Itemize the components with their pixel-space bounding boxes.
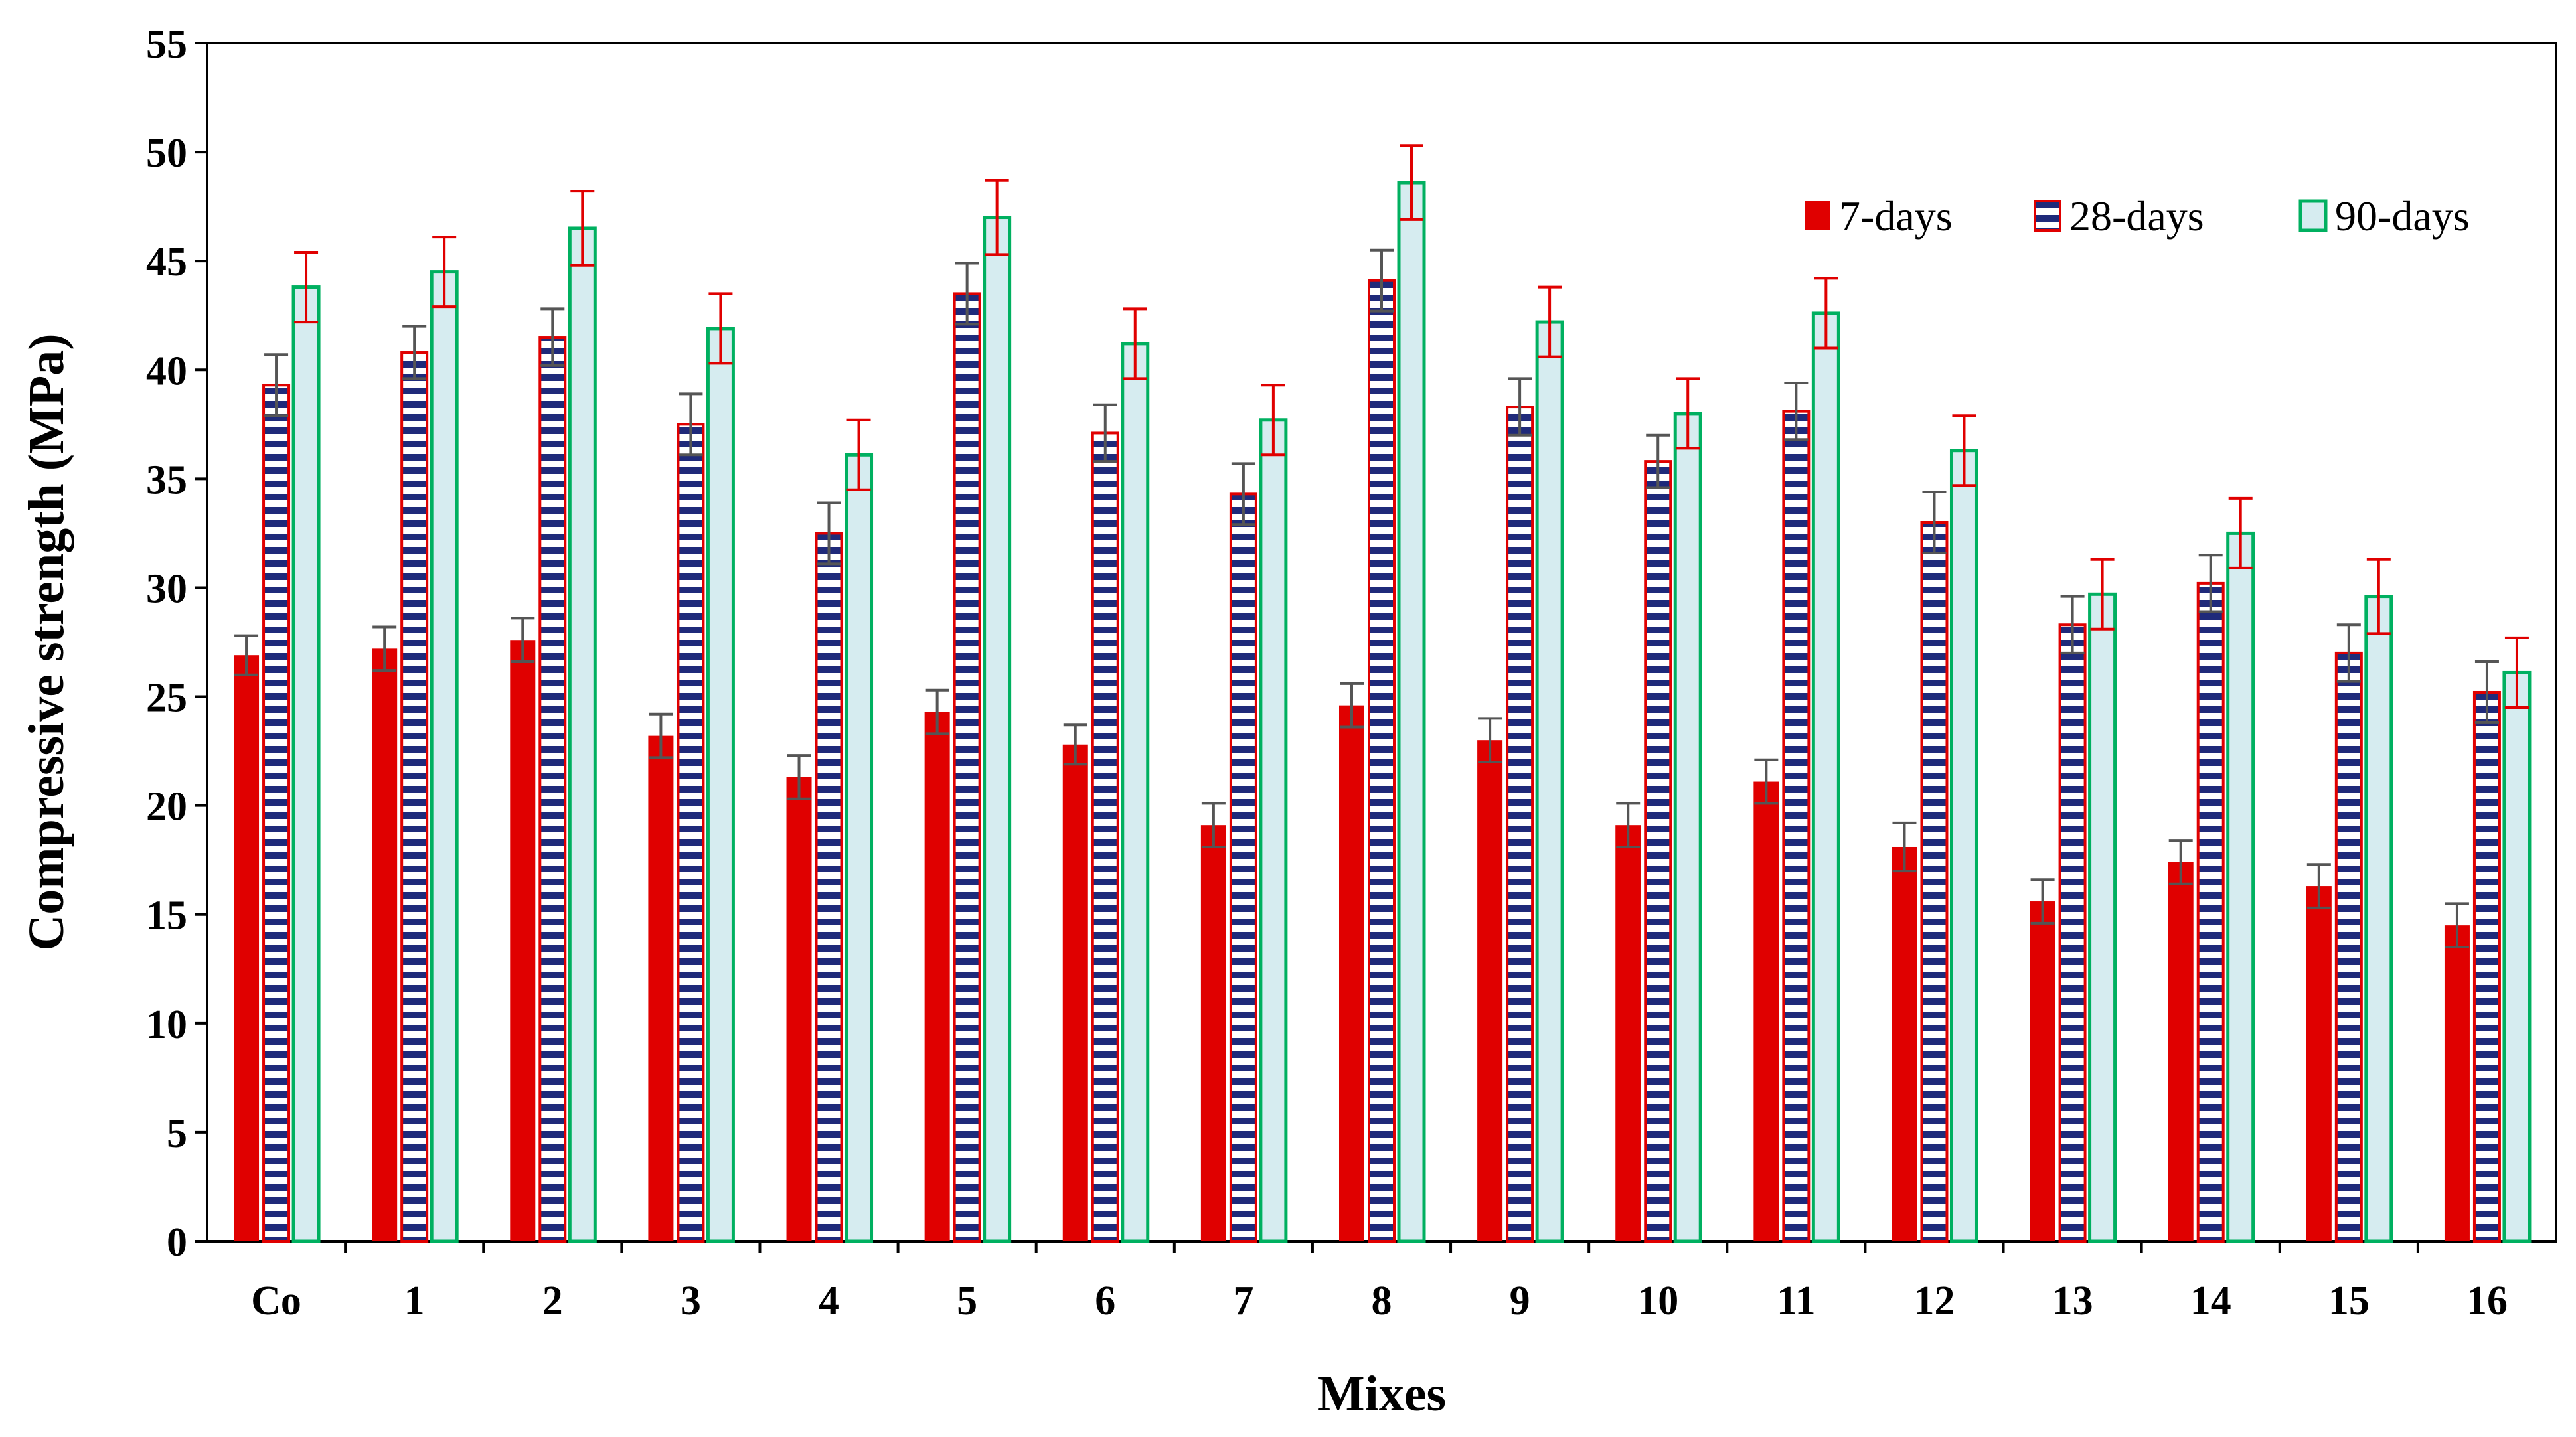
bar-7-days-10 <box>1615 825 1641 1241</box>
y-tick-label: 55 <box>146 22 187 67</box>
bar-7-days-13 <box>2030 901 2055 1241</box>
bar-90-days-13 <box>2088 592 2117 1243</box>
x-tick-label: 4 <box>819 1278 839 1324</box>
bar-90-days-11 <box>1811 311 1840 1243</box>
bar-7-days-1 <box>372 648 398 1241</box>
bar-28-days-10 <box>1644 460 1672 1243</box>
legend-label-7-days: 7-days <box>1839 192 1953 240</box>
y-tick-label: 25 <box>146 676 187 721</box>
bar-7-days-14 <box>2168 862 2194 1241</box>
bar-7-days-4 <box>786 777 812 1241</box>
x-tick-label: 2 <box>542 1278 563 1324</box>
bar-90-days-14 <box>2226 531 2255 1243</box>
bar-28-days-7 <box>1229 492 1257 1243</box>
bar-90-days-2 <box>568 226 597 1243</box>
bar-28-days-15 <box>2334 651 2363 1243</box>
bar-28-days-9 <box>1506 406 1534 1243</box>
bar-7-days-11 <box>1753 781 1779 1241</box>
bar-7-days-7 <box>1200 825 1226 1241</box>
bar-90-days-8 <box>1397 181 1426 1243</box>
x-tick-label: 5 <box>957 1278 977 1324</box>
x-tick-label: Co <box>251 1278 301 1324</box>
bar-28-days-4 <box>815 532 843 1243</box>
bar-28-days-2 <box>538 336 567 1243</box>
x-tick-label: 13 <box>2052 1278 2093 1324</box>
y-tick-label: 40 <box>146 348 187 394</box>
bar-28-days-13 <box>2058 623 2087 1243</box>
x-tick-label: 16 <box>2466 1278 2508 1324</box>
bar-90-days-15 <box>2364 595 2393 1243</box>
bar-7-days-3 <box>648 735 674 1241</box>
bar-28-days-8 <box>1368 279 1396 1243</box>
x-tick-label: 12 <box>1913 1278 1955 1324</box>
x-tick-label: 10 <box>1637 1278 1678 1324</box>
bar-90-days-5 <box>983 216 1012 1243</box>
bar-90-days-12 <box>1949 449 1978 1243</box>
bar-90-days-4 <box>845 453 874 1243</box>
bar-7-days-8 <box>1339 705 1364 1241</box>
bar-7-days-2 <box>510 640 536 1241</box>
bar-28-days-11 <box>1782 410 1811 1243</box>
bar-90-days-6 <box>1121 342 1150 1243</box>
y-tick-label: 30 <box>146 566 187 611</box>
bar-28-days-14 <box>2196 581 2225 1243</box>
bar-90-days-16 <box>2502 670 2532 1243</box>
bar-7-days-15 <box>2306 886 2332 1241</box>
legend-swatch-28-days <box>2034 200 2061 232</box>
bar-7-days-5 <box>924 712 950 1241</box>
x-tick-label: 11 <box>1777 1278 1816 1324</box>
bar-90-days-1 <box>430 270 459 1243</box>
x-tick-label: 9 <box>1510 1278 1530 1324</box>
x-tick-label: 8 <box>1372 1278 1392 1324</box>
x-tick-label: 15 <box>2328 1278 2370 1324</box>
bar-28-days-16 <box>2472 690 2501 1243</box>
bar-7-days-Co <box>234 655 260 1241</box>
x-tick-label: 3 <box>681 1278 701 1324</box>
y-tick-label: 50 <box>146 131 187 176</box>
y-axis-title: Compressive strength (MPa) <box>19 333 74 950</box>
x-tick-label: 14 <box>2190 1278 2231 1324</box>
bar-28-days-3 <box>677 423 705 1243</box>
bar-7-days-9 <box>1477 740 1503 1241</box>
legend-swatch-7-days <box>1805 201 1830 230</box>
y-tick-label: 35 <box>146 457 187 502</box>
bar-7-days-6 <box>1062 744 1088 1241</box>
x-tick-label: 7 <box>1233 1278 1253 1324</box>
x-tick-label: 6 <box>1095 1278 1115 1324</box>
y-tick-label: 10 <box>146 1002 187 1047</box>
bar-90-days-Co <box>291 285 321 1243</box>
bar-28-days-1 <box>400 351 429 1243</box>
y-tick-label: 45 <box>146 240 187 285</box>
y-tick-label: 5 <box>167 1111 187 1156</box>
y-tick-label: 20 <box>146 785 187 830</box>
legend-swatch-90-days <box>2298 199 2328 232</box>
bar-28-days-12 <box>1920 521 1949 1243</box>
bar-90-days-10 <box>1673 412 1702 1243</box>
x-tick-label: 1 <box>404 1278 425 1324</box>
y-tick-label: 15 <box>146 893 187 939</box>
bar-90-days-7 <box>1259 418 1288 1243</box>
bar-7-days-12 <box>1892 846 1917 1241</box>
bar-28-days-6 <box>1091 431 1119 1243</box>
bar-90-days-3 <box>706 327 735 1243</box>
bar-90-days-9 <box>1535 320 1564 1243</box>
y-tick-label: 0 <box>167 1220 187 1265</box>
bar-28-days-5 <box>953 292 981 1243</box>
x-axis-title: Mixes <box>1317 1366 1446 1422</box>
legend-label-28-days: 28-days <box>2069 192 2204 240</box>
bar-28-days-Co <box>262 384 291 1243</box>
bar-7-days-16 <box>2444 925 2470 1241</box>
legend-label-90-days: 90-days <box>2335 192 2470 240</box>
